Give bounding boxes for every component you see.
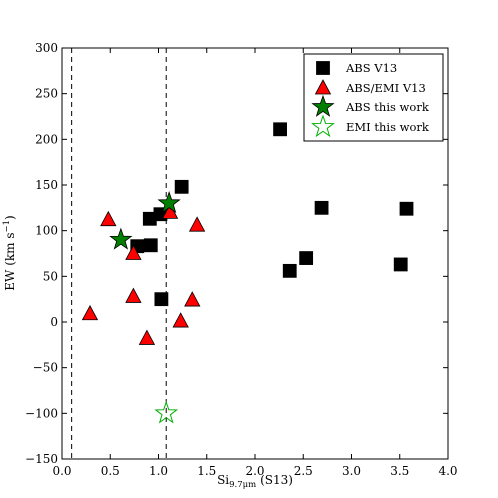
point-abs-v13 — [314, 200, 329, 215]
x-tick-label: 2.5 — [294, 464, 313, 478]
legend-label-abs-emi-v13: ABS/EMI V13 — [345, 81, 426, 95]
y-tick-label: 150 — [35, 178, 58, 192]
point-abs-v13 — [282, 263, 297, 278]
y-tick-label: 0 — [50, 315, 58, 329]
series-abs-emi-v13 — [81, 203, 206, 345]
point-abs-emi-v13 — [81, 304, 99, 321]
x-tick-label: 1.5 — [197, 464, 216, 478]
x-tick-label: 2.0 — [245, 464, 264, 478]
x-axis-label: Si9.7μm (S13) — [217, 473, 293, 490]
y-tick-label: 300 — [35, 41, 58, 55]
legend-marker-abs-emi-v13 — [314, 79, 332, 95]
reference-lines — [71, 48, 167, 459]
point-abs-emi-v13 — [138, 329, 156, 345]
legend-label-abs-this-work: ABS this work — [345, 100, 430, 114]
point-abs-emi-v13 — [172, 312, 189, 328]
y-tick-label: −50 — [33, 361, 58, 375]
point-emi-this-work — [154, 400, 179, 424]
legend-label-emi-this-work: EMI this work — [346, 120, 430, 134]
y-tick-label: 100 — [35, 224, 58, 238]
point-abs-v13 — [143, 238, 158, 253]
legend-marker-abs-this-work — [311, 94, 335, 117]
legend-marker-abs-v13 — [316, 61, 330, 75]
y-tick-label: 200 — [35, 132, 58, 146]
y-axis-label: EW (km s−1) — [2, 215, 17, 290]
x-tick-label: 1.0 — [149, 464, 168, 478]
x-tick-label: 0.5 — [101, 464, 120, 478]
point-abs-v13 — [299, 251, 314, 265]
axis-ticks: 0.0 0.5 1.0 1.5 2.0 2.5 3.0 3.5 4.0 −150 −100 −50 0 5… — [25, 41, 458, 478]
y-tick-label: 50 — [43, 269, 58, 283]
series-emi-this-work — [154, 400, 179, 424]
legend: ABS V13 ABS/EMI V13 ABS this work EMI th… — [303, 53, 444, 142]
point-abs-emi-v13 — [100, 210, 117, 227]
point-abs-v13 — [399, 201, 414, 216]
point-abs-v13 — [273, 122, 287, 137]
legend-markers — [311, 61, 335, 138]
point-abs-v13 — [393, 257, 408, 272]
legend-marker-emi-this-work — [311, 114, 335, 138]
x-tick-label: 4.0 — [438, 464, 457, 478]
point-abs-emi-v13 — [184, 291, 201, 307]
point-abs-this-work — [157, 191, 181, 214]
y-tick-label: 250 — [35, 87, 58, 101]
x-tick-label: 0.0 — [52, 464, 71, 478]
legend-label-abs-v13: ABS V13 — [345, 61, 397, 75]
y-tick-label: −100 — [25, 406, 58, 420]
x-tick-label: 3.0 — [342, 464, 361, 478]
x-tick-label: 3.5 — [390, 464, 409, 478]
data-points — [81, 122, 414, 424]
point-abs-emi-v13 — [125, 244, 142, 260]
point-abs-v13 — [154, 292, 169, 307]
series-abs-this-work — [109, 191, 181, 250]
point-abs-emi-v13 — [188, 216, 206, 232]
point-abs-v13 — [174, 179, 189, 194]
y-tick-label: −150 — [25, 452, 58, 466]
point-abs-this-work — [109, 227, 133, 250]
point-abs-emi-v13 — [125, 287, 142, 303]
